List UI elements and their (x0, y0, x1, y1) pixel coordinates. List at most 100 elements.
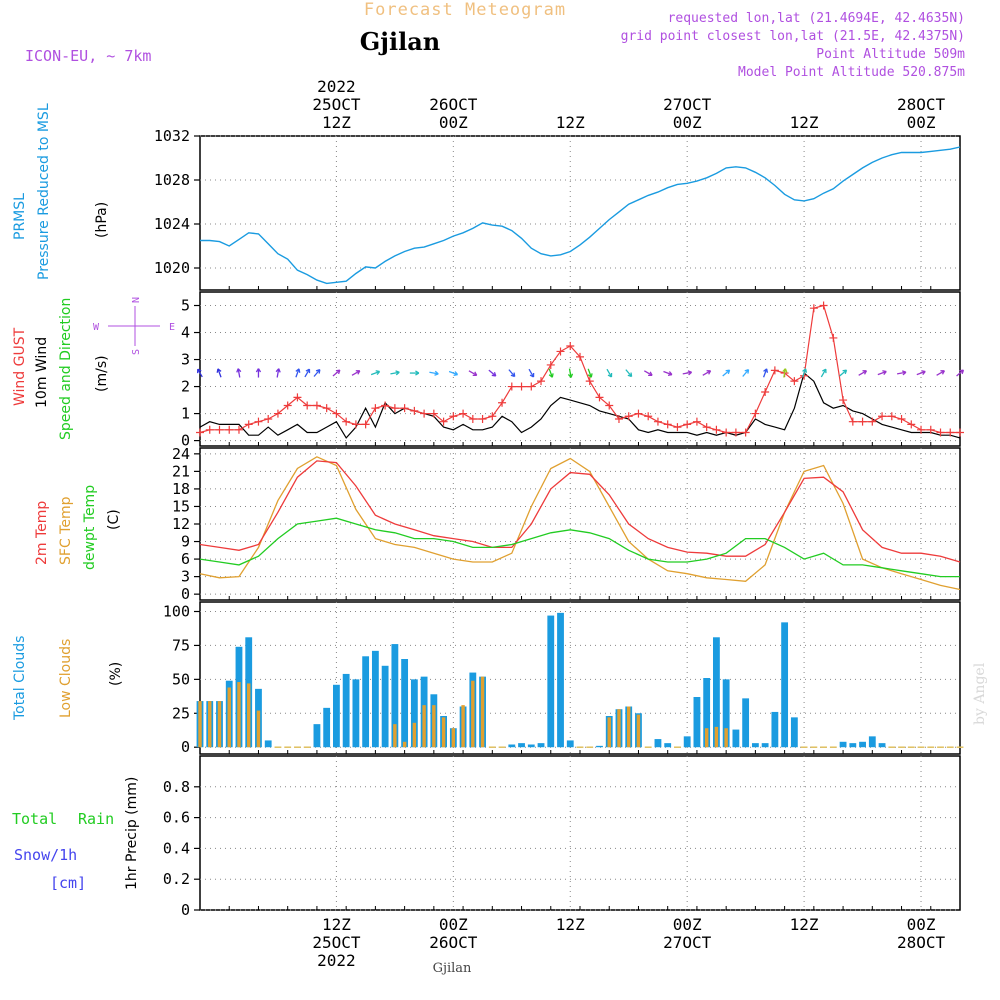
gust-marker (468, 414, 477, 423)
gust-marker (858, 417, 867, 426)
gust-marker (439, 417, 448, 426)
gust-marker (595, 393, 604, 402)
wind-direction-arrowhead (510, 372, 516, 378)
prmsl-line (200, 146, 961, 285)
gust-marker (809, 304, 818, 313)
precip-frame (199, 755, 961, 911)
clouds-ytick-label: 100 (163, 603, 190, 621)
wind-label-speed: Speed and Direction (58, 298, 74, 440)
wind-direction-arrowhead (687, 370, 693, 376)
low-cloud-bar (412, 722, 417, 748)
wind-direction-arrow (370, 370, 380, 376)
low-cloud-bar (227, 687, 231, 748)
gust-marker (303, 401, 312, 410)
panel-pressure: 1032 1028 1024 1020 (154, 127, 961, 291)
top-axis-label: 26OCT (429, 95, 478, 114)
low-cloud-bar (247, 683, 251, 748)
gust-marker (361, 420, 370, 429)
temp-unit: (C) (106, 509, 122, 530)
wind-direction-arrowhead (305, 368, 311, 374)
gust-marker (322, 404, 331, 413)
gust-marker (342, 417, 351, 426)
gust-marker (449, 412, 458, 421)
low-cloud-bar (217, 701, 222, 748)
wind-direction-arrowhead (822, 368, 827, 374)
gust-marker (254, 417, 263, 426)
wind-direction-arrow (956, 369, 964, 377)
top-axis-label: 12Z (556, 113, 585, 132)
gust-marker (390, 404, 399, 413)
wind-frame (199, 291, 961, 447)
low-cloud-bar (480, 676, 485, 748)
gust-marker (839, 396, 848, 405)
low-cloud-bar (636, 714, 641, 748)
footer-location: Gjilan (433, 961, 472, 976)
low-cloud-bar (607, 717, 611, 748)
wind-direction-arrow (295, 368, 300, 378)
temp-ytick-label: 3 (181, 568, 190, 586)
wind-direction-arrow (429, 371, 439, 375)
bottom-axis-label: 00Z (673, 915, 702, 934)
total-cloud-bar (362, 656, 370, 748)
bottom-axis-label: 25OCT (312, 933, 361, 952)
wind-direction-arrowhead (395, 370, 400, 376)
low-cloud-bar (208, 701, 212, 748)
temp-ytick-label: 24 (172, 445, 190, 463)
wind-direction-arrowhead (236, 368, 242, 373)
gust-marker (420, 409, 429, 418)
top-axis-label: 00Z (439, 113, 468, 132)
wind-direction-arrow (332, 369, 341, 377)
wind-direction-arrow (742, 369, 750, 377)
wind-label-gust: Wind GUST (12, 327, 28, 406)
wind-direction-arrowhead (667, 371, 673, 376)
top-axis-label: 28OCT (897, 95, 946, 114)
gust-marker (868, 417, 877, 426)
wind-direction-arrowhead (725, 369, 731, 375)
gust-marker (576, 352, 584, 361)
total-cloud-bar (693, 697, 701, 748)
total-cloud-bar (381, 665, 389, 748)
gust-marker (702, 423, 711, 432)
location-title: Gjilan (360, 27, 440, 56)
wind-direction-arrowhead (940, 370, 945, 375)
gust-marker (371, 404, 380, 413)
pressure-frame (199, 135, 961, 291)
wind-direction-arrow (916, 370, 926, 376)
total-cloud-bar (732, 729, 740, 748)
total-cloud-bar (761, 743, 769, 748)
wind-direction-arrowhead (921, 370, 926, 376)
low-cloud-bar (471, 680, 475, 748)
compass-w: W (93, 322, 100, 333)
gust-marker (614, 414, 623, 423)
total-cloud-bar (839, 741, 847, 748)
wind-direction-arrow (877, 370, 887, 376)
total-cloud-bar (391, 644, 399, 748)
precip-ytick-label: 0.4 (163, 839, 190, 857)
clouds-unit: (%) (108, 662, 124, 686)
top-axis-label: 00Z (673, 113, 702, 132)
low-cloud-bar (237, 682, 241, 748)
wind-direction-arrow (936, 370, 945, 376)
gust-marker (897, 414, 906, 423)
gust-marker (283, 401, 292, 410)
gust-marker (293, 393, 302, 402)
total-cloud-bar (703, 678, 711, 748)
model-altitude: Model Point Altitude 520.875m (738, 65, 965, 80)
gust-marker (478, 414, 487, 423)
gust-marker (381, 401, 390, 410)
gust-marker (312, 401, 321, 410)
gust-marker (556, 347, 565, 356)
wind-direction-arrow (313, 369, 321, 377)
wind-direction-arrow (801, 368, 807, 378)
wind-direction-arrowhead (434, 370, 439, 376)
low-cloud-bar (617, 709, 621, 748)
wind-ytick-label: 3 (181, 351, 190, 369)
wind-direction-arrowhead (295, 368, 301, 373)
wind-direction-arrow (682, 371, 692, 375)
pressure-ytick-label: 1028 (154, 171, 190, 189)
gust-marker (410, 406, 419, 415)
temp-ytick-label: 12 (172, 515, 190, 533)
